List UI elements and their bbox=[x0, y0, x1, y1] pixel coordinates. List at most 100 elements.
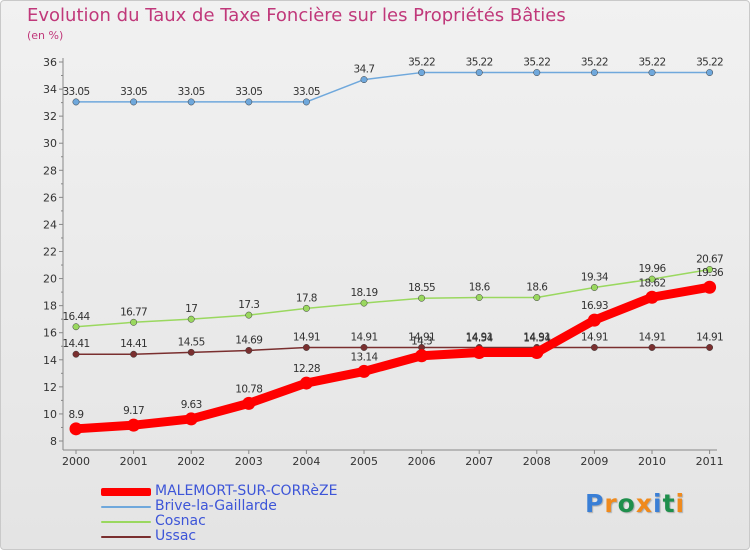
data-point-malemort-sur-corr-ze bbox=[415, 349, 429, 363]
data-label-brive-la-gaillarde: 35.22 bbox=[638, 57, 665, 69]
data-label-ussac: 14.91 bbox=[581, 331, 608, 343]
y-tick-label: 26 bbox=[43, 191, 57, 204]
data-label-brive-la-gaillarde: 35.22 bbox=[581, 57, 608, 69]
data-label-ussac: 14.91 bbox=[466, 331, 493, 343]
data-label-brive-la-gaillarde: 34.7 bbox=[354, 64, 375, 76]
data-point-brive-la-gaillarde bbox=[187, 98, 195, 106]
data-label-cosnac: 19.96 bbox=[638, 263, 666, 275]
data-point-malemort-sur-corr-ze bbox=[472, 345, 486, 359]
data-point-ussac bbox=[648, 344, 656, 351]
data-point-malemort-sur-corr-ze bbox=[530, 345, 544, 359]
data-label-malemort-sur-corr-ze: 9.17 bbox=[123, 405, 144, 417]
data-point-malemort-sur-corr-ze bbox=[127, 418, 141, 432]
data-point-brive-la-gaillarde bbox=[72, 98, 80, 106]
data-label-cosnac: 18.19 bbox=[350, 287, 377, 299]
data-label-ussac: 14.55 bbox=[178, 336, 205, 348]
data-point-malemort-sur-corr-ze bbox=[299, 376, 313, 390]
logo-letter: r bbox=[604, 489, 618, 518]
logo-letter: i bbox=[653, 489, 663, 518]
x-tick-label: 2007 bbox=[465, 455, 493, 468]
data-label-malemort-sur-corr-ze: 14.54 bbox=[523, 332, 551, 344]
logo-letter: i bbox=[675, 489, 686, 518]
data-point-ussac bbox=[590, 344, 598, 351]
data-label-cosnac: 18.55 bbox=[408, 282, 435, 294]
logo-letter: P bbox=[585, 489, 605, 518]
data-label-malemort-sur-corr-ze: 19.36 bbox=[696, 267, 724, 279]
x-tick-label: 2001 bbox=[120, 455, 148, 468]
data-label-ussac: 14.69 bbox=[235, 334, 262, 346]
data-point-cosnac bbox=[187, 315, 195, 323]
data-label-ussac: 14.91 bbox=[696, 331, 723, 343]
y-axis-unit: (en %) bbox=[27, 29, 64, 42]
legend-swatch bbox=[101, 521, 151, 523]
data-point-malemort-sur-corr-ze bbox=[242, 396, 256, 410]
x-tick-label: 2005 bbox=[350, 455, 378, 468]
data-label-malemort-sur-corr-ze: 13.14 bbox=[350, 351, 378, 363]
data-point-brive-la-gaillarde bbox=[418, 69, 426, 77]
y-tick-label: 10 bbox=[43, 408, 57, 421]
data-point-ussac bbox=[130, 350, 138, 358]
y-tick-label: 34 bbox=[43, 83, 57, 96]
data-point-brive-la-gaillarde bbox=[130, 98, 138, 106]
data-label-malemort-sur-corr-ze: 8.9 bbox=[69, 409, 84, 421]
data-point-cosnac bbox=[302, 304, 310, 312]
data-label-brive-la-gaillarde: 35.22 bbox=[696, 57, 723, 69]
data-label-ussac: 14.91 bbox=[523, 331, 550, 343]
data-point-cosnac bbox=[360, 299, 368, 307]
data-point-brive-la-gaillarde bbox=[245, 98, 253, 106]
data-label-cosnac: 17 bbox=[185, 303, 197, 315]
series-line-cosnac bbox=[75, 268, 711, 328]
chart-title: Evolution du Taux de Taxe Foncière sur l… bbox=[27, 5, 566, 26]
data-label-cosnac: 17.8 bbox=[296, 292, 317, 304]
data-label-ussac: 14.91 bbox=[408, 331, 435, 343]
data-label-brive-la-gaillarde: 35.22 bbox=[523, 57, 550, 69]
data-point-brive-la-gaillarde bbox=[533, 69, 541, 77]
data-point-cosnac bbox=[475, 294, 483, 301]
data-point-cosnac bbox=[130, 318, 138, 326]
series-line-malemort-sur-corr-ze bbox=[71, 282, 715, 434]
data-label-brive-la-gaillarde: 33.05 bbox=[235, 86, 262, 98]
data-label-brive-la-gaillarde: 33.05 bbox=[178, 86, 205, 98]
data-point-brive-la-gaillarde bbox=[302, 98, 310, 106]
y-tick-label: 8 bbox=[50, 435, 57, 448]
y-tick-label: 22 bbox=[43, 246, 57, 259]
legend-label: Ussac bbox=[155, 528, 197, 544]
data-point-brive-la-gaillarde bbox=[360, 76, 368, 84]
data-point-brive-la-gaillarde bbox=[475, 69, 483, 77]
data-label-malemort-sur-corr-ze: 10.78 bbox=[235, 383, 262, 395]
data-label-malemort-sur-corr-ze: 12.28 bbox=[293, 363, 320, 375]
legend-swatch bbox=[101, 488, 151, 496]
data-point-malemort-sur-corr-ze bbox=[645, 290, 659, 304]
logo-letter: x bbox=[635, 489, 653, 518]
data-point-ussac bbox=[706, 344, 714, 351]
data-point-malemort-sur-corr-ze bbox=[703, 280, 717, 294]
series-line-brive-la-gaillarde bbox=[75, 71, 711, 103]
data-point-brive-la-gaillarde bbox=[648, 69, 656, 77]
data-label-ussac: 14.41 bbox=[62, 338, 89, 350]
data-label-brive-la-gaillarde: 33.05 bbox=[120, 86, 147, 98]
y-tick-label: 28 bbox=[43, 164, 57, 177]
data-label-ussac: 14.91 bbox=[638, 331, 665, 343]
data-point-brive-la-gaillarde bbox=[706, 69, 714, 77]
legend-label: MALEMORT-SUR-CORRèZE bbox=[155, 483, 338, 499]
y-tick-label: 20 bbox=[43, 273, 57, 286]
y-tick-label: 12 bbox=[43, 381, 57, 394]
data-label-malemort-sur-corr-ze: 14.54 bbox=[466, 332, 494, 344]
data-point-malemort-sur-corr-ze bbox=[587, 313, 601, 327]
data-point-brive-la-gaillarde bbox=[590, 69, 598, 77]
data-label-malemort-sur-corr-ze: 18.62 bbox=[638, 277, 665, 289]
data-point-cosnac bbox=[72, 323, 80, 331]
data-label-malemort-sur-corr-ze: 14.3 bbox=[411, 336, 432, 348]
x-tick-label: 2010 bbox=[638, 455, 666, 468]
data-label-cosnac: 18.6 bbox=[469, 282, 491, 294]
x-tick-label: 2003 bbox=[235, 455, 263, 468]
data-point-cosnac bbox=[648, 275, 656, 283]
data-label-cosnac: 16.77 bbox=[120, 306, 147, 318]
y-tick-label: 24 bbox=[43, 218, 57, 231]
y-tick-label: 16 bbox=[43, 327, 57, 340]
legend-label: Cosnac bbox=[155, 513, 206, 529]
data-point-ussac bbox=[360, 344, 368, 351]
x-tick-label: 2002 bbox=[177, 455, 205, 468]
y-tick-label: 30 bbox=[43, 137, 57, 150]
data-point-cosnac bbox=[418, 294, 426, 302]
